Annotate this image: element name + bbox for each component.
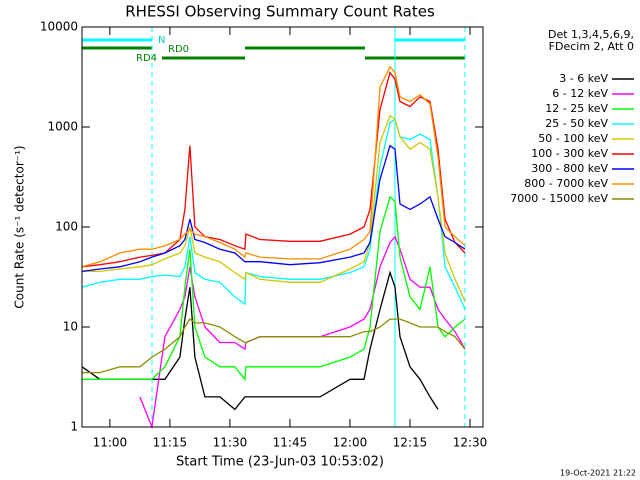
legend-header: FDecim 2, Att 0	[549, 40, 634, 53]
series-line	[81, 270, 439, 411]
legend-label: 100 - 300 keV	[531, 147, 608, 160]
legend-label: 50 - 100 keV	[538, 132, 608, 145]
legend-label: 800 - 7000 keV	[524, 177, 608, 190]
series-line	[82, 195, 466, 381]
footer-date: 19-Oct-2021 21:22	[560, 469, 636, 478]
legend-label: 300 - 800 keV	[531, 162, 608, 175]
series-line	[81, 71, 466, 268]
y-tick-label: 10	[63, 320, 78, 334]
plot-area	[81, 65, 466, 430]
y-tick-label: 100	[55, 220, 78, 234]
y-tick-label: 1	[70, 420, 78, 434]
annotation: RD0	[168, 44, 189, 55]
annotation: N	[158, 35, 165, 46]
y-axis-label: Count Rate (s⁻¹ detector⁻¹)	[13, 145, 27, 308]
legend-label: 25 - 50 keV	[545, 117, 608, 130]
x-tick-label: 12:15	[393, 436, 428, 450]
state-bars	[82, 27, 466, 427]
x-tick-label: 11:30	[213, 436, 248, 450]
legend-label: 12 - 25 keV	[545, 102, 608, 115]
x-tick-label: 11:45	[273, 436, 308, 450]
series-line	[81, 118, 466, 310]
legend-label: 3 - 6 keV	[559, 72, 608, 85]
x-tick-label: 12:00	[333, 436, 368, 450]
x-tick-label: 12:30	[453, 436, 488, 450]
y-tick-label: 1000	[47, 120, 78, 134]
series-line	[81, 65, 466, 268]
y-tick-label: 10000	[40, 20, 78, 34]
series-line	[82, 318, 466, 374]
legend-label: 6 - 12 keV	[552, 87, 608, 100]
legend-header: Det 1,3,4,5,6,9,	[548, 28, 634, 41]
x-tick-label: 11:15	[153, 436, 188, 450]
series-line	[81, 144, 466, 273]
legend-label: 7000 - 15000 keV	[510, 192, 608, 205]
x-axis-label: Start Time (23-Jun-03 10:53:02)	[176, 455, 384, 470]
chart-title: RHESSI Observing Summary Count Rates	[125, 3, 435, 21]
annotation: RD4	[136, 53, 157, 64]
series-line	[82, 114, 466, 302]
x-tick-label: 11:00	[93, 436, 128, 450]
